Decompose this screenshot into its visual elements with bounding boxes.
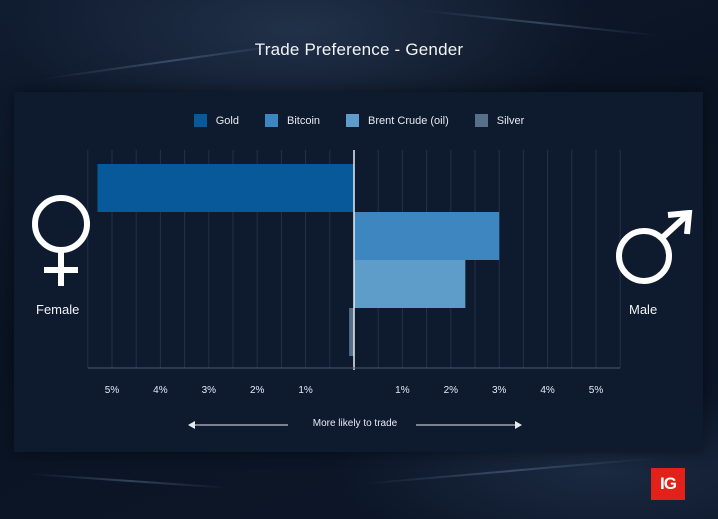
tick-label: 2% [250,385,265,396]
male-symbol-icon [616,210,693,284]
tick-label: 5% [105,385,120,396]
male-label: Male [629,302,658,317]
bar-silver [349,308,354,356]
legend-swatch-bitcoin [265,114,278,127]
tick-label: 1% [298,385,313,396]
legend-swatch-gold [193,114,207,127]
tick-label: 3% [492,385,507,396]
legend-item-bitcoin: Bitcoin [265,114,320,127]
legend-item-brent-crude: Brent Crude (oil) [346,114,449,127]
legend-label-silver: Silver [496,114,525,127]
tick-label: 4% [153,385,168,396]
legend-swatch-brent-crude [346,114,360,127]
bar-bitcoin [354,212,500,260]
legend-label-brent-crude: Brent Crude (oil) [368,114,449,127]
legend: Gold Bitcoin Brent Crude (oil) Silver [0,114,718,127]
tick-label: 2% [444,385,459,396]
tick-label: 3% [202,385,217,396]
tick-label: 4% [540,385,555,396]
double-arrow-icon [188,421,522,429]
axis [87,150,621,370]
chart-title: Trade Preference - Gender [254,40,464,59]
tick-labels: 5% 4% 3% 2% 1% 1% 2% 3% 4% 5% [105,385,604,396]
bar-gold [97,164,354,212]
legend-label-bitcoin: Bitcoin [287,114,321,127]
bars [97,164,500,356]
more-likely-caption: More likely to trade [312,418,398,429]
tick-label: 5% [589,385,604,396]
tick-label: 1% [395,385,410,396]
legend-item-silver: Silver [474,114,525,127]
female-symbol-icon [32,195,90,286]
legend-item-gold: Gold [193,114,239,127]
ig-logo: IG [651,468,685,500]
legend-swatch-silver [474,114,488,127]
legend-label-gold: Gold [215,114,239,127]
more-likely-axis: More likely to trade [188,417,522,433]
bar-brent-crude-oil [354,260,466,308]
female-label: Female [36,302,80,317]
